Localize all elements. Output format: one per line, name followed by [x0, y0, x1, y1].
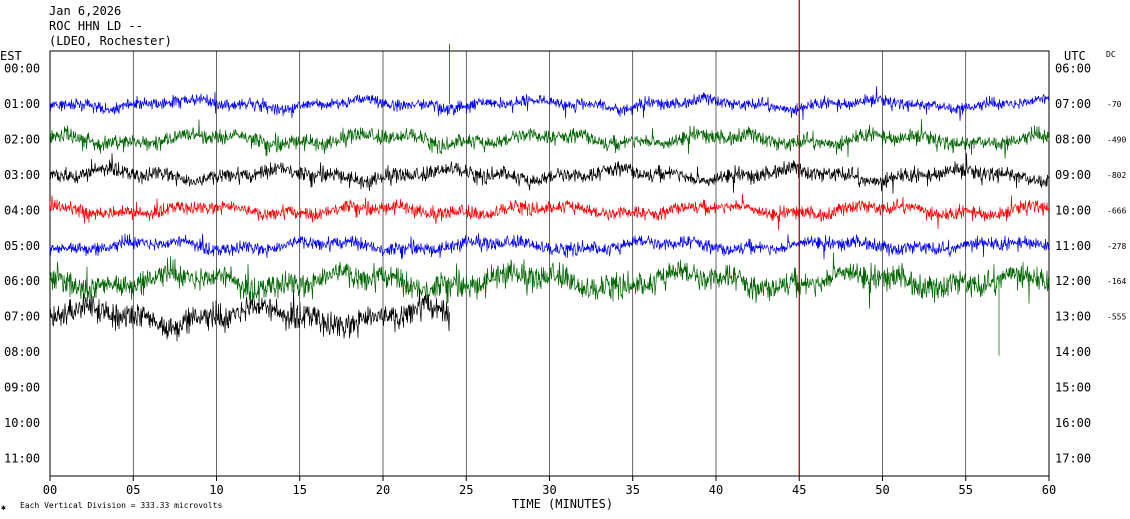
footer-vertical-division: Each Vertical Division = 333.33 microvol… — [20, 501, 223, 510]
right-hour-label: 09:00 — [1055, 168, 1091, 182]
dc-offset-label: -666 — [1107, 206, 1126, 215]
right-hour-label: 12:00 — [1055, 274, 1091, 288]
x-tick-label-50: 50 — [875, 483, 889, 497]
left-hour-label: 00:00 — [4, 62, 40, 76]
x-tick-label-30: 30 — [542, 483, 556, 497]
left-axis-title: EST — [0, 49, 22, 63]
right-hour-label: 07:00 — [1055, 97, 1091, 111]
x-tick-label-45: 45 — [792, 483, 806, 497]
x-axis-title: TIME (MINUTES) — [512, 497, 613, 511]
right-hour-label: 16:00 — [1055, 416, 1091, 430]
trace-hour-1 — [49, 43, 1050, 121]
trace-hour-5 — [49, 232, 1050, 260]
x-tick-label-35: 35 — [626, 483, 640, 497]
left-hour-label: 05:00 — [4, 239, 40, 253]
left-hour-label: 07:00 — [4, 310, 40, 324]
left-hour-label: 11:00 — [4, 451, 40, 465]
footer-icon: ✱ — [1, 503, 6, 512]
right-hour-label: 08:00 — [1055, 133, 1091, 147]
left-hour-label: 01:00 — [4, 97, 40, 111]
left-hour-label: 09:00 — [4, 380, 40, 394]
dc-offset-label: -70 — [1107, 100, 1122, 109]
x-tick-label-10: 10 — [209, 483, 223, 497]
dc-offset-label: -490 — [1107, 136, 1126, 145]
right-hour-label: 13:00 — [1055, 310, 1091, 324]
x-tick-label-60: 60 — [1042, 483, 1056, 497]
left-hour-label: 10:00 — [4, 416, 40, 430]
left-hour-label: 02:00 — [4, 133, 40, 147]
right-hour-label: 11:00 — [1055, 239, 1091, 253]
dc-offset-label: -164 — [1107, 277, 1126, 286]
dc-offset-label: -802 — [1107, 171, 1126, 180]
header-station: ROC HHN LD -- — [49, 19, 143, 33]
right-hour-label: 17:00 — [1055, 451, 1091, 465]
right-hour-label: 14:00 — [1055, 345, 1091, 359]
trace-hour-4 — [49, 193, 1050, 231]
x-tick-label-25: 25 — [459, 483, 473, 497]
right-hour-label: 06:00 — [1055, 62, 1091, 76]
left-hour-label: 03:00 — [4, 168, 40, 182]
trace-hour-6 — [49, 252, 1050, 356]
trace-hour-3 — [49, 153, 1050, 194]
x-tick-label-15: 15 — [293, 483, 307, 497]
trace-hour-2 — [49, 118, 1050, 159]
left-hour-label: 08:00 — [4, 345, 40, 359]
dc-offset-label: -555 — [1107, 313, 1126, 322]
x-tick-label-55: 55 — [959, 483, 973, 497]
dc-title: DC — [1106, 50, 1116, 59]
left-hour-label: 04:00 — [4, 203, 40, 217]
dc-offset-label: -278 — [1107, 242, 1126, 251]
right-hour-label: 10:00 — [1055, 203, 1091, 217]
header-date: Jan 6,2026 — [49, 4, 122, 18]
trace-hour-7 — [49, 289, 450, 342]
x-tick-label-00: 00 — [43, 483, 57, 497]
right-hour-label: 15:00 — [1055, 380, 1091, 394]
x-tick-label-20: 20 — [376, 483, 390, 497]
left-hour-label: 06:00 — [4, 274, 40, 288]
x-tick-label-05: 05 — [126, 483, 140, 497]
header-network: (LDEO, Rochester) — [49, 34, 172, 48]
right-axis-title: UTC — [1064, 49, 1086, 63]
x-tick-label-40: 40 — [709, 483, 723, 497]
